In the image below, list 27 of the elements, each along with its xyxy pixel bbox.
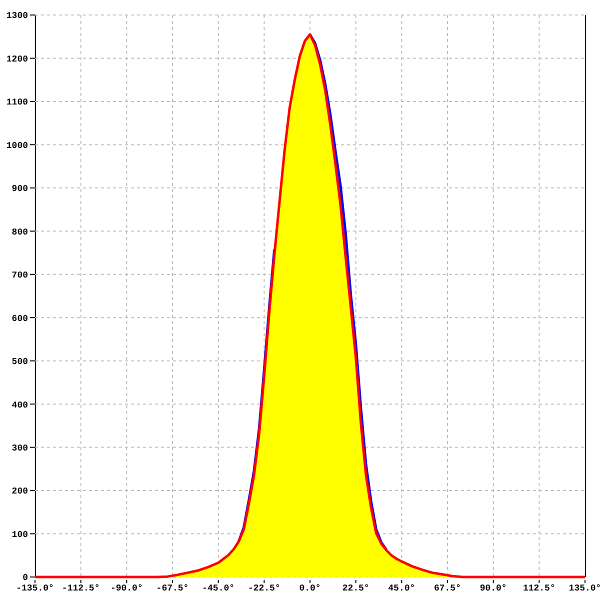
- y-tick-label: 1200: [6, 54, 28, 64]
- y-tick-label: 200: [12, 486, 28, 497]
- y-tick-label: 400: [12, 400, 28, 410]
- x-tick-label: 45.0°: [388, 584, 416, 594]
- y-tick-label: 300: [12, 444, 28, 454]
- x-tick-label: 67.5°: [434, 584, 462, 594]
- y-tick-label: 1000: [6, 140, 28, 151]
- x-tick-label: -67.5°: [156, 584, 189, 594]
- y-tick-label: 600: [12, 314, 28, 324]
- x-tick-label: -22.5°: [248, 584, 280, 594]
- x-tick-label: -135.0°: [16, 584, 54, 594]
- x-tick-label: 90.0°: [480, 584, 507, 594]
- y-tick-label: 800: [12, 227, 28, 238]
- x-tick-label: 22.5°: [342, 584, 370, 594]
- y-tick-label: 1300: [6, 11, 28, 22]
- y-tick-label: 1100: [6, 98, 28, 108]
- y-tick-label: 700: [12, 270, 28, 281]
- x-tick-label: -45.0°: [202, 584, 235, 594]
- y-tick-label: 100: [12, 530, 28, 540]
- x-tick-label: -112.5°: [62, 584, 100, 594]
- x-tick-label: 0.0°: [299, 584, 321, 594]
- x-tick-label: 112.5°: [522, 584, 556, 594]
- x-tick-label: 135.0°: [568, 584, 600, 594]
- y-tick-label: 0: [22, 573, 28, 584]
- y-tick-label: 500: [12, 357, 28, 368]
- y-tick-label: 900: [12, 184, 28, 194]
- x-tick-label: -90.0°: [110, 584, 143, 594]
